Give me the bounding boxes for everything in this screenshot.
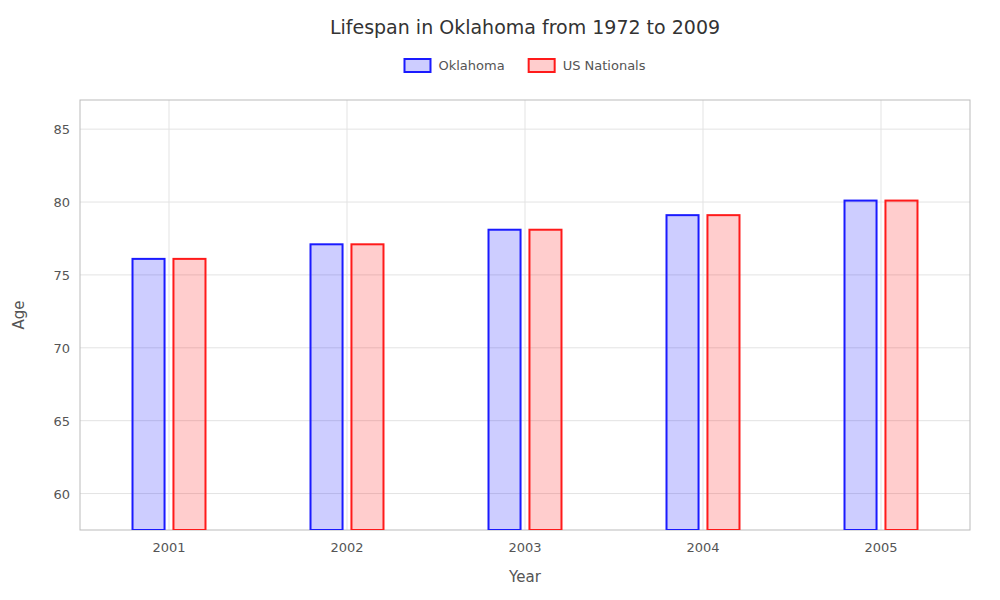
x-tick-label: 2005 — [864, 540, 897, 555]
x-tick-label: 2004 — [686, 540, 719, 555]
legend-label: Oklahoma — [438, 58, 504, 73]
x-tick-label: 2002 — [330, 540, 363, 555]
x-tick-label: 2003 — [508, 540, 541, 555]
bar — [173, 259, 205, 530]
bar — [311, 244, 343, 530]
y-tick-label: 65 — [53, 414, 70, 429]
y-tick-label: 85 — [53, 122, 70, 137]
legend-swatch — [404, 59, 430, 72]
x-grid-line — [525, 100, 526, 530]
x-grid-line — [347, 100, 348, 530]
x-tick-label: 2001 — [152, 540, 185, 555]
x-grid-line — [703, 100, 704, 530]
bar — [667, 215, 699, 530]
y-tick-label: 75 — [53, 268, 70, 283]
legend-swatch — [529, 59, 555, 72]
bar — [133, 259, 165, 530]
y-tick-label: 80 — [53, 195, 70, 210]
legend-item: US Nationals — [529, 58, 646, 73]
grid — [80, 100, 970, 530]
legend-label: US Nationals — [563, 58, 646, 73]
chart: Lifespan in Oklahoma from 1972 to 2009 60… — [0, 0, 1000, 600]
bars — [133, 201, 918, 530]
x-grid-line — [881, 100, 882, 530]
legend-item: Oklahoma — [404, 58, 504, 73]
legend: Oklahoma US Nationals — [404, 58, 645, 73]
x-grid-line — [169, 100, 170, 530]
plot-frame — [80, 100, 970, 530]
y-axis-label: Age — [10, 300, 28, 329]
bar — [707, 215, 739, 530]
title: Lifespan in Oklahoma from 1972 to 2009 — [330, 16, 720, 38]
bar — [885, 201, 917, 530]
bar — [351, 244, 383, 530]
y-tick-label: 70 — [53, 341, 70, 356]
x-axis-label: Year — [508, 568, 542, 586]
bar — [845, 201, 877, 530]
bar — [489, 230, 521, 530]
y-tick-label: 60 — [53, 487, 70, 502]
bar — [529, 230, 561, 530]
